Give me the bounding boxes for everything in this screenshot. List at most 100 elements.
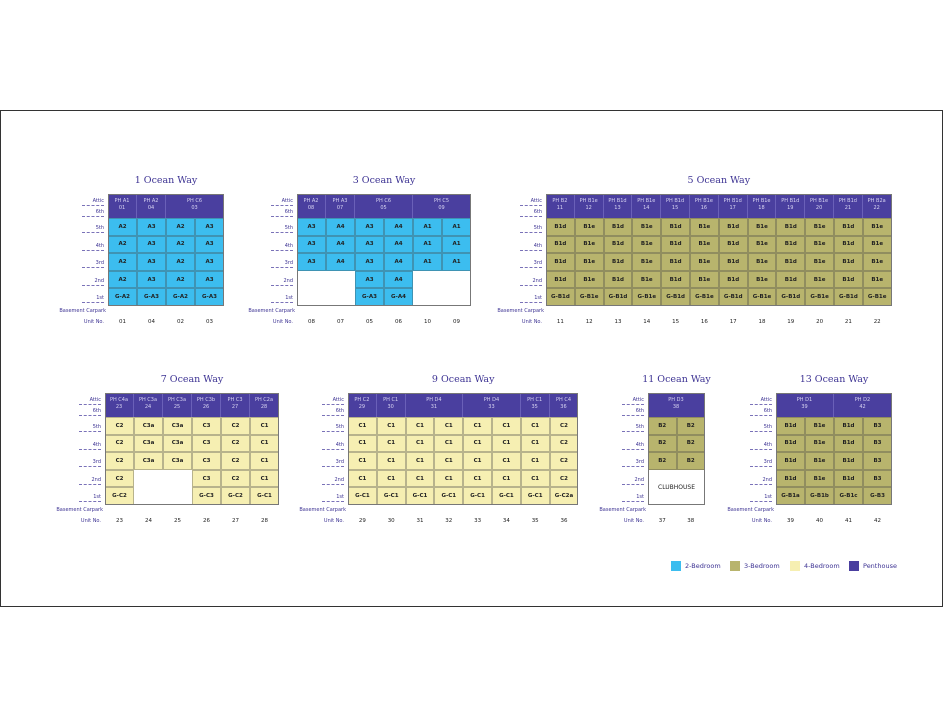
penthouse-unit: 16 <box>700 205 708 211</box>
floor-label: 4th <box>622 442 644 450</box>
unit-cell: G-C1 <box>348 487 377 505</box>
unit-cell: A1 <box>442 235 471 254</box>
building-title: 9 Ocean Way <box>431 374 495 385</box>
floor-label: 6th <box>750 408 772 416</box>
unit-number: 31 <box>416 518 424 524</box>
unit-cell: C1 <box>434 469 464 488</box>
floor-label: 6th <box>520 209 542 217</box>
unit-cell: G-C1 <box>520 487 550 505</box>
unit-number: 09 <box>453 319 460 325</box>
floor-label: Basement Carpark <box>299 507 346 513</box>
floor-label: 4th <box>750 442 772 450</box>
penthouse-unit: 12 <box>585 205 592 211</box>
penthouse-unit: 03 <box>191 205 198 211</box>
unit-cell: B1d <box>776 434 805 453</box>
unit-number: 20 <box>816 319 824 325</box>
unit-cell: G-B1d <box>776 288 806 306</box>
penthouse-unit: 17 <box>729 205 736 211</box>
unit-cell: C1 <box>520 452 550 470</box>
floor-label: Basement Carpark <box>248 308 295 314</box>
unit-number: 37 <box>658 518 666 524</box>
penthouse-cell: PH B1d 15 <box>661 194 690 218</box>
penthouse-unit: 28 <box>260 404 268 410</box>
unit-cell: G-B1e <box>632 288 662 306</box>
penthouse-cell: PH A2 04 <box>137 194 166 218</box>
unit-cell: G-B1e <box>574 288 604 306</box>
penthouse-label: PH A2 <box>143 198 159 204</box>
unit-cell: A4 <box>384 270 413 289</box>
floor-label: 6th <box>322 408 344 416</box>
unit-cell: B1d <box>546 270 575 289</box>
building-title: 1 Ocean Way <box>134 175 198 186</box>
penthouse-cell: PH D2 42 <box>834 393 892 417</box>
unit-cell: C1 <box>250 434 279 453</box>
legend-swatch <box>671 561 681 571</box>
unit-cell: G-B1e <box>690 288 719 306</box>
floor-label: Attic <box>322 397 344 405</box>
unit-cell: A3 <box>297 218 326 236</box>
unit-cell: C2 <box>221 434 250 453</box>
unit-cell: C1 <box>520 417 550 435</box>
unit-cell: C1 <box>405 452 435 470</box>
penthouse-label: PH B2 <box>552 198 568 204</box>
penthouse-unit: 19 <box>787 205 794 211</box>
unit-number: 03 <box>206 319 213 325</box>
unit-cell: G-B1e <box>747 288 777 306</box>
penthouse-unit: 24 <box>144 404 152 410</box>
unit-cell: C1 <box>405 417 435 435</box>
unit-cell: B1e <box>632 253 662 271</box>
floor-label: 1st <box>82 295 104 304</box>
unit-number: 30 <box>387 518 395 524</box>
unit-cell: G-A2 <box>166 288 195 306</box>
unit-cell: G-B1d <box>661 288 690 306</box>
unit-cell: B3 <box>863 452 892 470</box>
penthouse-label: PH B1e <box>752 198 771 204</box>
floor-label: 5th <box>271 225 293 233</box>
unit-cell: B1e <box>862 218 892 236</box>
penthouse-cell: PH C6 03 <box>166 194 224 218</box>
unit-number: 28 <box>261 518 268 524</box>
unit-cell: B1d <box>718 235 748 254</box>
penthouse-unit: 18 <box>758 205 765 211</box>
unit-no-label: Unit No. <box>623 518 644 524</box>
penthouse-unit: 30 <box>387 404 394 410</box>
unit-no-label: Unit No. <box>83 319 104 325</box>
floor-label: 1st <box>520 295 542 304</box>
unit-cell: G-B1b <box>805 487 834 505</box>
penthouse-label: PH C3 <box>227 397 243 403</box>
unit-cell: C1 <box>492 469 521 488</box>
unit-cell: B1e <box>805 270 834 289</box>
floor-label: Basement Carpark <box>599 507 646 513</box>
unit-number: 36 <box>560 518 568 524</box>
penthouse-label: PH D2 <box>854 397 871 403</box>
penthouse-cell: PH C4a 23 <box>105 393 134 417</box>
penthouse-label: PH C2a <box>254 397 274 403</box>
penthouse-label: PH B1e <box>579 198 598 204</box>
unit-no-label: Unit No. <box>80 518 101 524</box>
penthouse-cell: PH B1d 17 <box>718 194 748 218</box>
unit-cell: B1d <box>776 270 806 289</box>
unit-number: 40 <box>816 518 823 524</box>
unit-cell: C1 <box>348 434 377 453</box>
unit-cell: C1 <box>492 434 521 453</box>
legend-label: 3-Bedroom <box>744 562 780 570</box>
penthouse-unit: 25 <box>173 404 181 410</box>
unit-cell: A4 <box>384 253 413 271</box>
unit-cell: G-B1d <box>718 288 748 306</box>
unit-cell: G-A3 <box>355 288 384 306</box>
floor-label: 2nd <box>520 278 542 286</box>
unit-cell: A1 <box>413 253 442 271</box>
unit-cell: C3 <box>192 434 221 453</box>
unit-cell: A3 <box>137 253 166 271</box>
penthouse-cell: PH C6 05 <box>355 194 413 218</box>
unit-cell: A1 <box>442 218 471 236</box>
unit-cell: A4 <box>326 235 355 254</box>
unit-cell: B1d <box>776 469 805 488</box>
unit-number: 27 <box>232 518 239 524</box>
unit-cell: B1e <box>632 218 662 236</box>
unit-cell: C1 <box>434 417 464 435</box>
penthouse-label: PH B1d <box>723 198 742 204</box>
unit-cell: C2 <box>221 452 250 470</box>
penthouse-label: PH C1 <box>527 397 543 403</box>
unit-cell: G-B1a <box>776 487 805 505</box>
